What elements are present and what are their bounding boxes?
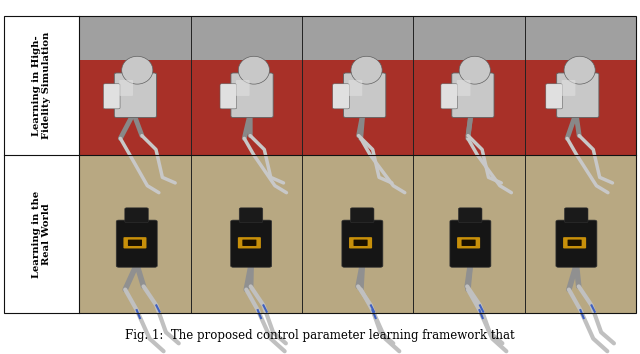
FancyBboxPatch shape [220,84,237,109]
Ellipse shape [351,56,382,84]
FancyBboxPatch shape [231,73,273,118]
FancyBboxPatch shape [239,208,263,223]
FancyBboxPatch shape [351,208,374,223]
FancyBboxPatch shape [124,237,147,249]
Text: Learning in the
Real World: Learning in the Real World [32,190,51,278]
FancyBboxPatch shape [115,73,157,118]
FancyBboxPatch shape [461,240,476,246]
FancyBboxPatch shape [568,240,582,246]
Ellipse shape [564,56,595,84]
Bar [79,16,636,155]
FancyBboxPatch shape [243,240,257,246]
Text: Fig. 1:  The proposed control parameter learning framework that: Fig. 1: The proposed control parameter l… [125,329,515,342]
FancyBboxPatch shape [104,84,120,109]
FancyBboxPatch shape [564,208,588,223]
FancyBboxPatch shape [125,208,148,223]
Bar [79,16,636,61]
FancyBboxPatch shape [333,84,349,109]
FancyBboxPatch shape [441,84,458,109]
FancyBboxPatch shape [563,237,586,249]
FancyBboxPatch shape [457,237,480,249]
FancyBboxPatch shape [238,237,261,249]
Ellipse shape [238,56,269,84]
FancyBboxPatch shape [557,73,599,118]
FancyBboxPatch shape [349,80,362,96]
FancyBboxPatch shape [116,220,157,267]
FancyBboxPatch shape [562,80,575,96]
FancyBboxPatch shape [450,220,491,267]
FancyBboxPatch shape [452,73,494,118]
Bar [4,155,79,313]
Bar [79,155,636,313]
Bar [4,16,79,155]
FancyBboxPatch shape [230,220,271,267]
FancyBboxPatch shape [119,80,133,96]
FancyBboxPatch shape [458,208,482,223]
FancyBboxPatch shape [457,80,470,96]
FancyBboxPatch shape [546,84,563,109]
FancyBboxPatch shape [344,73,386,118]
FancyBboxPatch shape [236,80,250,96]
Ellipse shape [122,56,153,84]
FancyBboxPatch shape [342,220,383,267]
Text: Learning in High-
Fidelity Simulation: Learning in High- Fidelity Simulation [32,32,51,139]
FancyBboxPatch shape [353,240,367,246]
FancyBboxPatch shape [349,237,372,249]
Ellipse shape [459,56,490,84]
FancyBboxPatch shape [128,240,142,246]
Bar [4,16,636,313]
FancyBboxPatch shape [556,220,597,267]
